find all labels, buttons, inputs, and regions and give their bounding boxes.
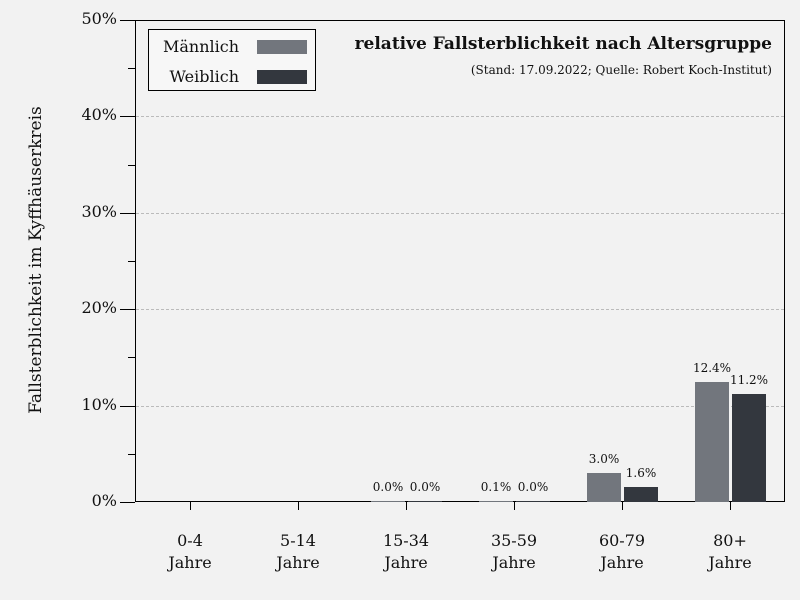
y-minor-tick <box>128 357 135 359</box>
y-axis-title: Fallsterblichkeit im Kyffhäuserkreis <box>26 106 46 414</box>
bar-männlich <box>479 500 513 502</box>
bar-value-label: 0.0% <box>372 479 404 494</box>
y-tick <box>120 20 135 21</box>
y-minor-tick <box>128 68 135 70</box>
x-tick-label: 35-59 Jahre <box>490 531 538 572</box>
gridline <box>136 116 784 118</box>
legend-swatch <box>257 70 307 84</box>
legend-swatch <box>257 40 307 54</box>
y-tick <box>120 502 135 503</box>
y-minor-tick <box>128 164 135 166</box>
y-tick <box>120 116 135 118</box>
y-tick-label: 50% <box>81 9 117 28</box>
bar-männlich <box>371 500 405 502</box>
bar-weiblich <box>624 486 658 502</box>
chart-subtitle: (Stand: 17.09.2022; Quelle: Robert Koch-… <box>470 63 772 77</box>
x-tick-label: 5-14 Jahre <box>276 531 320 572</box>
bar-value-label: 1.6% <box>625 465 657 480</box>
x-tick-label: 60-79 Jahre <box>598 531 646 572</box>
legend-item-weiblich: Weiblich <box>149 62 315 90</box>
x-tick-label: 80+ Jahre <box>708 531 752 572</box>
legend-item-maennlich: Männlich <box>149 32 315 60</box>
chart-title: relative Fallsterblichkeit nach Altersgr… <box>354 34 772 54</box>
legend: Männlich Weiblich <box>148 29 316 91</box>
bar-weiblich <box>408 500 442 502</box>
bar-weiblich <box>732 394 766 502</box>
y-tick <box>120 309 135 311</box>
x-tick <box>298 502 299 510</box>
y-tick-label: 10% <box>81 394 117 414</box>
bar-value-label: 0.1% <box>480 479 512 494</box>
x-tick <box>406 502 407 510</box>
x-tick-label: 15-34 Jahre <box>382 531 430 572</box>
x-tick <box>622 502 623 510</box>
bar-männlich <box>695 382 729 502</box>
y-tick-label: 0% <box>91 491 117 510</box>
bar-value-label: 0.0% <box>409 479 441 494</box>
y-tick <box>120 212 135 214</box>
x-tick <box>730 502 731 510</box>
bar-value-label: 3.0% <box>588 452 620 467</box>
y-tick-label: 30% <box>81 201 117 221</box>
bar-weiblich <box>516 500 550 502</box>
y-minor-tick <box>128 453 135 455</box>
bar-value-label: 11.2% <box>729 373 769 388</box>
y-tick-label: 40% <box>81 105 117 125</box>
legend-label: Weiblich <box>169 67 239 86</box>
x-tick <box>514 502 515 510</box>
bar-männlich <box>587 473 621 502</box>
y-minor-tick <box>128 261 135 262</box>
legend-label: Männlich <box>162 37 239 56</box>
x-tick-label: 0-4 Jahre <box>168 531 212 572</box>
y-tick <box>120 405 135 407</box>
gridline <box>136 212 784 214</box>
bar-value-label: 0.0% <box>517 479 549 494</box>
gridline <box>136 405 784 407</box>
gridline <box>136 309 784 311</box>
bar-value-label: 12.4% <box>692 361 732 376</box>
plot-area <box>135 20 785 502</box>
y-tick-label: 20% <box>81 298 117 318</box>
x-tick <box>190 502 191 510</box>
